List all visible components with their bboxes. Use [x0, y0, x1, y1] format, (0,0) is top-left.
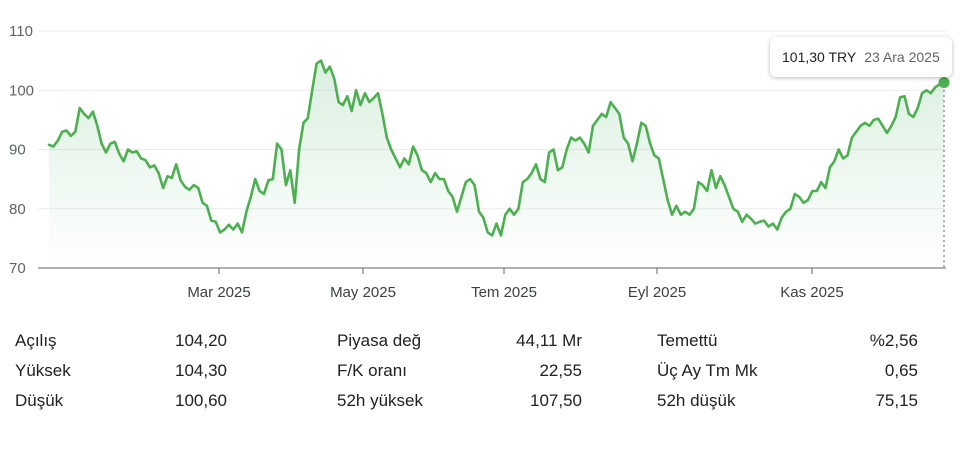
x-tick-label: Mar 2025 [187, 284, 250, 301]
stat-value-open: 104,20 [175, 331, 227, 350]
x-tick-label: Eyl 2025 [628, 284, 686, 301]
y-tick-label: 70 [9, 260, 26, 277]
stats-row: Düşük 100,60 52h yüksek 107,50 52h düşük… [0, 387, 960, 417]
stat-label-open: Açılış [15, 331, 57, 350]
price-tooltip: 101,30 TRY 23 Ara 2025 [770, 37, 952, 77]
x-tick-label: May 2025 [330, 284, 396, 301]
stat-label-qtr-div: Üç Ay Tm Mk [657, 361, 758, 380]
stat-value-52w-low: 75,15 [875, 391, 918, 410]
price-chart[interactable]: 70 80 90 100 110 Mar 2025 May 2025 Tem 2025 Eyl… [0, 0, 960, 310]
stat-value-high: 104,30 [175, 361, 227, 380]
y-tick-label: 110 [9, 23, 33, 40]
price-line [47, 59, 946, 237]
price-chart-svg[interactable]: 70 80 90 100 110 Mar 2025 May 2025 Tem 2025 Eyl… [0, 0, 960, 310]
stat-value-qtr-div: 0,65 [884, 361, 918, 380]
stat-value-low: 100,60 [175, 391, 227, 410]
price-area [49, 60, 944, 268]
stat-value-market-cap: 44,11 Mr [516, 331, 582, 350]
stats-row: Açılış 104,20 Piyasa değ 44,11 Mr Temett… [0, 327, 960, 357]
stat-label-high: Yüksek [15, 361, 71, 380]
tooltip-price: 101,30 TRY [782, 49, 857, 65]
y-tick-label: 80 [9, 201, 26, 218]
stats-row: Yüksek 104,30 F/K oranı 22,55 Üç Ay Tm M… [0, 357, 960, 387]
stat-value-dividend: %2,56 [869, 331, 918, 350]
y-tick-label: 100 [9, 82, 34, 99]
stat-value-pe-ratio: 22,55 [539, 361, 582, 380]
stat-label-52w-high: 52h yüksek [337, 391, 423, 410]
tooltip-date: 23 Ara 2025 [864, 49, 940, 65]
stat-label-pe-ratio: F/K oranı [337, 361, 407, 380]
stat-label-52w-low: 52h düşük [657, 391, 736, 410]
stat-label-low: Düşük [15, 391, 64, 410]
x-tick-label: Tem 2025 [471, 284, 537, 301]
stat-label-dividend: Temettü [657, 331, 718, 350]
stat-value-52w-high: 107,50 [530, 391, 582, 410]
y-tick-label: 90 [9, 142, 26, 159]
stat-label-market-cap: Piyasa değ [337, 331, 422, 350]
x-tick-label: Kas 2025 [780, 284, 843, 301]
current-price-dot[interactable] [938, 77, 950, 89]
